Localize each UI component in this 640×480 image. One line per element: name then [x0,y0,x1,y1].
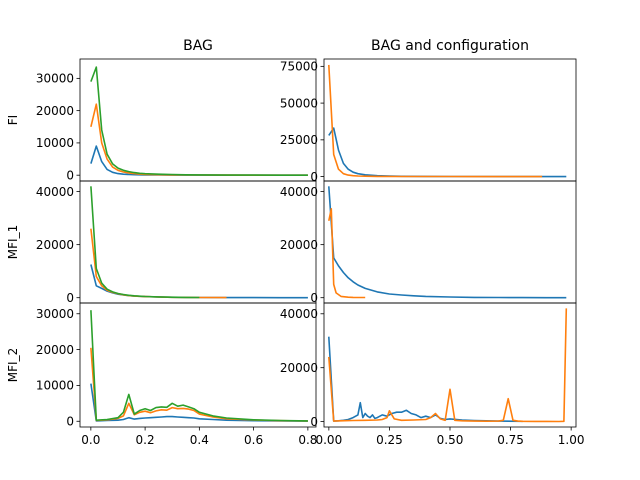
y-axis-label: MFI_1 [6,225,20,259]
series-group [90,186,308,299]
series-line-2 [328,308,568,423]
series-group [328,308,568,423]
subplot-2: 0 25000 50000 75000 BAG and configuration [280,38,577,184]
series-line-3 [90,310,308,422]
x-tick-label: 0.6 [244,433,263,447]
y-axis-label: MFI_2 [6,348,20,382]
y-tick-label: 20000 [280,238,318,252]
x-tick-label: 0.50 [437,433,464,447]
axes-frame [323,302,577,428]
y-tick-label: 30000 [36,72,74,86]
subplot-3: 0 20000 40000 MFI_1 [6,180,317,305]
y-tick-label: 20000 [36,343,74,357]
subplot-grid: 0 10000 20000 30000 BAG FI 0 25000 50000 75000 BAG… [6,38,585,447]
y-tick-label: 10000 [36,136,74,150]
y-tick-label: 75000 [280,60,318,74]
series-line-3 [90,186,200,299]
y-tick-label: 50000 [280,96,318,110]
x-tick-label: 0.0 [81,433,100,447]
y-tick-label: 10000 [36,379,74,393]
y-tick-label: 0 [66,291,74,305]
series-line-2 [328,64,543,178]
y-tick-label: 30000 [36,307,74,321]
series-line-1 [90,383,308,422]
series-line-1 [328,186,567,299]
x-tick-label: 0.4 [190,433,209,447]
subplot-6: 0 20000 40000 0.00 0.25 0.50 0.75 1.00 [280,302,585,447]
series-group [90,310,308,422]
x-tick-label: 0.25 [376,433,403,447]
series-group [328,186,567,299]
series-group [328,64,567,178]
subplot-title: BAG and configuration [371,38,529,54]
x-tick-label: 1.00 [558,433,585,447]
y-tick-label: 25000 [280,133,318,147]
y-tick-label: 0 [310,415,318,429]
series-line-2 [328,208,366,299]
y-tick-label: 20000 [36,104,74,118]
y-axis-label: FI [6,115,20,125]
y-tick-label: 40000 [280,185,318,199]
y-tick-label: 40000 [36,185,74,199]
y-tick-label: 0 [310,170,318,184]
y-tick-label: 40000 [280,307,318,321]
y-tick-label: 20000 [280,361,318,375]
subplot-title: BAG [183,38,213,54]
series-line-3 [90,66,308,176]
subplot-5: 0 10000 20000 30000 0.0 0.2 0.4 0.6 0.8 MFI_2 [6,302,317,447]
x-tick-label: 0.75 [497,433,524,447]
series-group [90,66,308,176]
x-tick-label: 0.8 [298,433,317,447]
axes-frame [79,302,317,428]
x-tick-label: 0.2 [136,433,155,447]
y-tick-label: 0 [310,291,318,305]
y-tick-label: 0 [66,415,74,429]
series-line-2 [90,347,308,422]
x-tick-label: 0.00 [315,433,342,447]
y-tick-label: 20000 [36,238,74,252]
y-tick-label: 0 [66,168,74,182]
